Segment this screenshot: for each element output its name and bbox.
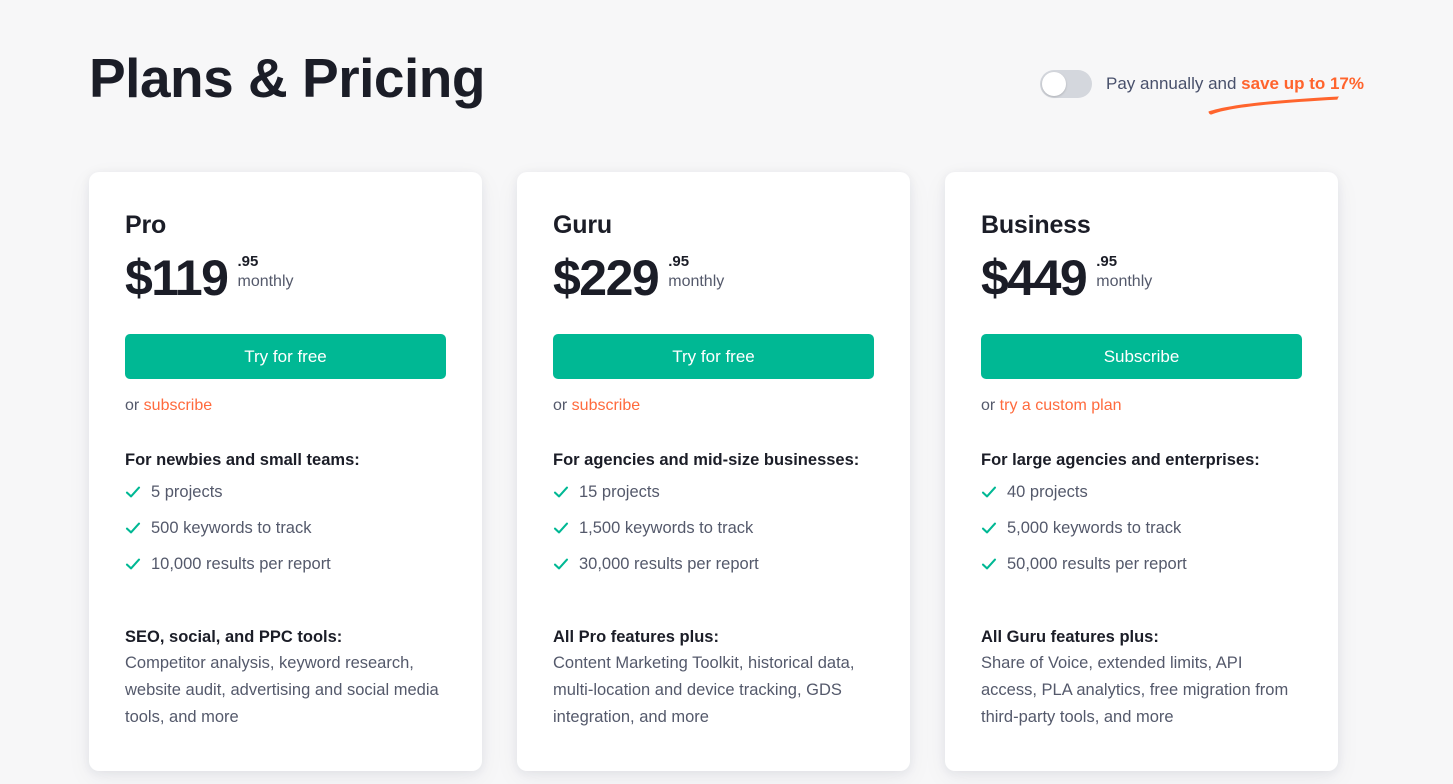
plan-feature-list: 15 projects 1,500 keywords to track 30,0… [553,482,874,590]
feature-text: 5,000 keywords to track [1007,519,1182,537]
check-icon [125,522,141,534]
pricing-card-guru: Guru $229 .95 monthly Try for free or su… [517,172,910,771]
plan-extra-heading: SEO, social, and PPC tools: [125,628,343,646]
plan-price: $449 .95 monthly [981,250,1302,312]
plan-cta-button[interactable]: Subscribe [981,334,1302,379]
plan-alt-link[interactable]: try a custom plan [999,397,1122,414]
pricing-card-business: Business $449 .95 monthly Subscribe or t… [945,172,1338,771]
plan-price-amount: $119 [125,250,229,306]
feature-text: 500 keywords to track [151,519,312,537]
page-title: Plans & Pricing [89,47,485,109]
plan-alt-action: or subscribe [125,396,446,416]
plan-alt-prefix: or [553,397,572,414]
toggle-knob-icon [1042,72,1067,96]
billing-switch-highlight: save up to 17% [1241,74,1364,93]
plan-features-heading: For large agencies and enterprises: [981,451,1260,469]
plan-alt-action: or try a custom plan [981,396,1302,416]
plan-feature-list: 5 projects 500 keywords to track 10,000 … [125,482,446,590]
list-item: 10,000 results per report [125,554,446,574]
feature-text: 10,000 results per report [151,555,331,573]
plan-extra-body: Content Marketing Toolkit, historical da… [553,654,855,726]
plan-price-detail: .95 monthly [237,250,293,292]
feature-text: 30,000 results per report [579,555,759,573]
plan-alt-prefix: or [125,397,144,414]
plan-extra-info: SEO, social, and PPC tools: Competitor a… [125,590,446,731]
plan-price-amount: $449 [981,250,1088,306]
plan-alt-link[interactable]: subscribe [571,397,641,414]
plan-price-cents: .95 [237,253,259,270]
plan-features-heading: For newbies and small teams: [125,451,360,469]
plan-price-period: monthly [1096,273,1153,290]
check-icon [553,558,569,570]
billing-switch-prefix: Pay annually and [1106,74,1242,93]
plan-cta-button[interactable]: Try for free [125,334,446,379]
plan-extra-body: Competitor analysis, keyword research, w… [125,654,439,726]
billing-switch-label: Pay annually and save up to 17% [1106,73,1364,95]
plan-price-cents: .95 [1096,253,1118,270]
list-item: 40 projects [981,482,1302,502]
check-icon [981,558,997,570]
list-item: 50,000 results per report [981,554,1302,574]
plan-extra-info: All Pro features plus: Content Marketing… [553,590,874,731]
check-icon [981,486,997,498]
list-item: 500 keywords to track [125,518,446,538]
plan-cta-button[interactable]: Try for free [553,334,874,379]
feature-text: 5 projects [151,483,223,501]
check-icon [981,522,997,534]
feature-text: 50,000 results per report [1007,555,1187,573]
plan-price: $119 .95 monthly [125,250,446,312]
plan-extra-body: Share of Voice, extended limits, API acc… [981,654,1289,726]
pricing-card-pro: Pro $119 .95 monthly Try for free or sub… [89,172,482,771]
plan-name: Guru [553,211,612,239]
list-item: 15 projects [553,482,874,502]
page-header: Plans & Pricing Pay annually and save up… [89,44,1364,124]
plan-price-amount: $229 [553,250,660,306]
list-item: 1,500 keywords to track [553,518,874,538]
plan-feature-list: 40 projects 5,000 keywords to track 50,0… [981,482,1302,590]
plan-extra-heading: All Pro features plus: [553,628,719,646]
check-icon [125,558,141,570]
check-icon [553,522,569,534]
plan-alt-action: or subscribe [553,396,874,416]
plan-price-period: monthly [668,273,725,290]
plan-alt-link[interactable]: subscribe [143,397,213,414]
feature-text: 1,500 keywords to track [579,519,754,537]
check-icon [553,486,569,498]
plan-price: $229 .95 monthly [553,250,874,312]
list-item: 5 projects [125,482,446,502]
plan-alt-prefix: or [981,397,1000,414]
annual-billing-toggle[interactable] [1040,70,1093,98]
pricing-cards: Pro $119 .95 monthly Try for free or sub… [89,172,1339,771]
check-icon [125,486,141,498]
plan-price-cents: .95 [668,253,690,270]
plan-price-detail: .95 monthly [1096,250,1152,292]
plan-name: Pro [125,211,167,239]
plan-price-period: monthly [237,273,294,290]
plan-name: Business [981,211,1091,239]
billing-period-switch[interactable]: Pay annually and save up to 17% [1040,70,1364,98]
plan-features-heading: For agencies and mid-size businesses: [553,451,860,469]
feature-text: 15 projects [579,483,660,501]
feature-text: 40 projects [1007,483,1088,501]
plan-price-detail: .95 monthly [668,250,724,292]
plan-extra-info: All Guru features plus: Share of Voice, … [981,590,1302,731]
list-item: 30,000 results per report [553,554,874,574]
plan-extra-heading: All Guru features plus: [981,628,1159,646]
list-item: 5,000 keywords to track [981,518,1302,538]
